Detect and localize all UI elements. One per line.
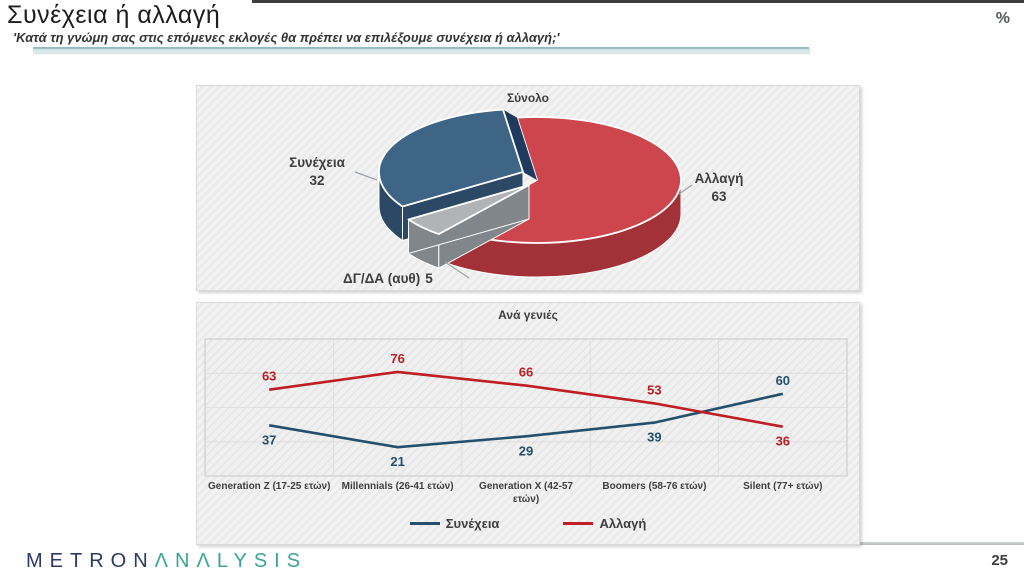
percent-unit-label: %	[995, 10, 1010, 27]
svg-text:37: 37	[262, 432, 276, 447]
page-number: 25	[991, 552, 1008, 569]
legend-label: Αλλαγή	[599, 516, 647, 531]
pie-label-dontknow: ΔΓ/ΔΑ (αυθ) 5	[343, 270, 433, 288]
logo-analysis-text: ΛNΛLYSIS	[154, 550, 308, 572]
pie-panel: Σύνολο Συνέχεια 32 Αλλαγή 63 ΔΓ/ΔΑ (αυθ)…	[196, 85, 860, 291]
pie-slice-value: 63	[711, 189, 727, 204]
pie-panel-title: Σύνολο	[506, 91, 550, 105]
legend-label: Συνέχεια	[445, 516, 500, 531]
top-accent-line	[252, 0, 1024, 3]
legend-line-swatch-blue	[409, 522, 440, 525]
svg-text:76: 76	[390, 351, 404, 366]
logo-metron-text: METRON	[26, 550, 155, 572]
pie-slice-value: 5	[425, 271, 433, 286]
line-chart: 37 21 29 39 60 63 76 66 53 36	[204, 338, 848, 477]
pie-label-change: Αλλαγή 63	[681, 170, 757, 206]
page-subtitle: 'Κατά τη γνώμη σας στις επόμενες εκλογές…	[13, 30, 560, 45]
svg-text:53: 53	[647, 382, 661, 397]
svg-text:66: 66	[519, 365, 533, 380]
x-axis-label: Boomers (58-76 ετών)	[602, 481, 707, 492]
pie-slice-value: 32	[309, 173, 325, 188]
pie-label-continuity: Συνέχεια 32	[257, 154, 377, 190]
legend-line-swatch-red	[563, 522, 594, 525]
line-panel-title: Ανά γενιές	[498, 308, 558, 322]
svg-text:39: 39	[647, 430, 661, 445]
svg-text:60: 60	[776, 373, 790, 388]
x-axis-label: Millennials (26-41 ετών)	[341, 481, 454, 492]
legend-item-continuity: Συνέχεια	[409, 516, 500, 531]
line-panel: Ανά γενιές 37 21 29 39 60 63 76 66 53 36 Generati…	[196, 302, 860, 545]
legend-item-change: Αλλαγή	[563, 516, 646, 531]
pie-slice-name: ΔΓ/ΔΑ (αυθ)	[343, 271, 421, 286]
x-axis-label: Generation X (42-57 ετών)	[479, 481, 573, 505]
svg-text:63: 63	[262, 369, 276, 384]
pie-slice-name: Αλλαγή	[694, 171, 744, 186]
subtitle-underline-bar	[33, 47, 809, 53]
x-axis-labels: Generation Z (17-25 ετών) Millennials (26…	[205, 480, 847, 506]
chart-legend: Συνέχεια Αλλαγή	[197, 516, 859, 531]
pie-chart	[354, 108, 693, 279]
x-axis-label: Generation Z (17-25 ετών)	[208, 481, 331, 492]
svg-text:29: 29	[519, 443, 533, 458]
svg-text:36: 36	[776, 434, 790, 449]
x-axis-label: Silent (77+ ετών)	[743, 481, 823, 492]
pie-slice-name: Συνέχεια	[289, 155, 345, 170]
page-title: Συνέχεια ή αλλαγή	[7, 1, 221, 29]
metron-analysis-logo: METRONΛNΛLYSIS	[26, 550, 307, 573]
svg-text:21: 21	[390, 454, 404, 469]
